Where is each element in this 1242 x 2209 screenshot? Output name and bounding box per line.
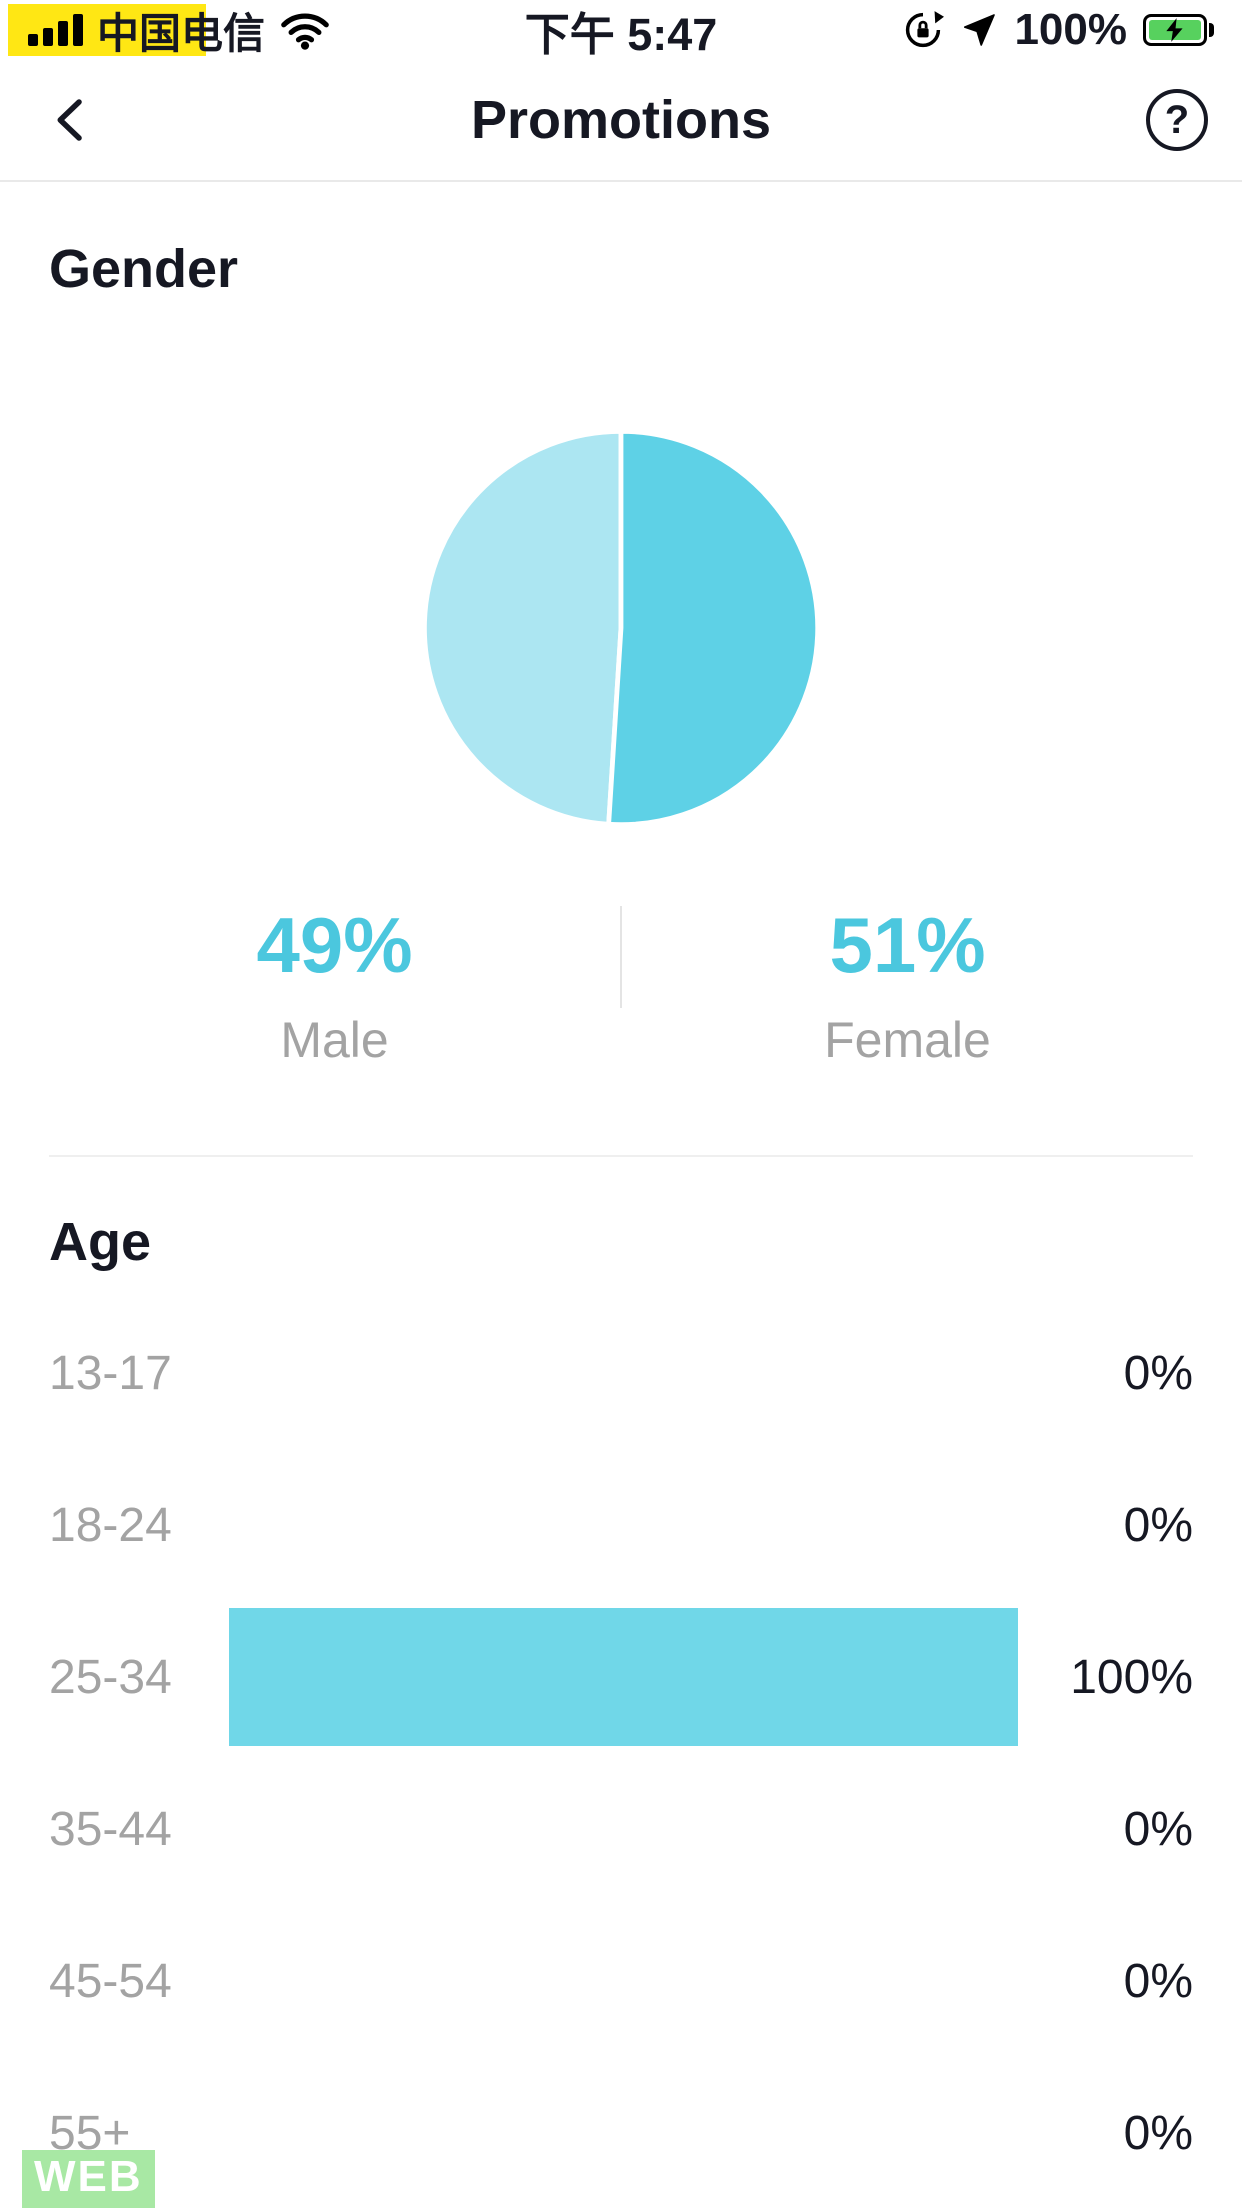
age-value: 0% xyxy=(1123,1802,1193,1856)
age-rows: 13-17 0% 18-24 0% 25-34 100% 35-44 0% 45… xyxy=(49,1297,1193,2209)
gender-pie-chart xyxy=(422,428,821,828)
yellow-highlight-marker xyxy=(8,4,206,56)
page-title: Promotions xyxy=(470,90,771,150)
female-stat: 51% Female xyxy=(622,900,1193,1069)
age-bar-track xyxy=(229,1912,1018,2050)
wifi-icon xyxy=(281,13,329,50)
chevron-left-icon xyxy=(57,99,82,141)
age-bar-track xyxy=(229,1760,1018,1898)
battery-percent-label: 100% xyxy=(1014,5,1127,54)
age-bar xyxy=(229,1608,1018,1746)
female-label: Female xyxy=(824,1012,991,1068)
age-value: 0% xyxy=(1123,2106,1193,2160)
gender-section-title: Gender xyxy=(49,239,239,299)
status-bar: 中国电信 下午 5:47 100% xyxy=(0,0,1242,60)
female-percent: 51% xyxy=(829,901,986,989)
gender-section: Gender 49% Male 51% Female xyxy=(0,182,1242,1069)
header: Promotions ? xyxy=(0,60,1242,182)
male-percent: 49% xyxy=(256,901,413,989)
question-mark-icon: ? xyxy=(1164,97,1190,142)
location-arrow-icon xyxy=(964,14,996,46)
age-value: 0% xyxy=(1123,1498,1193,1552)
age-label: 25-34 xyxy=(49,1650,172,1704)
section-divider xyxy=(49,1155,1193,1157)
male-stat: 49% Male xyxy=(49,900,620,1069)
help-button[interactable]: ? xyxy=(1146,89,1208,151)
age-value: 100% xyxy=(1070,1650,1193,1704)
age-bar-track xyxy=(229,1304,1018,1442)
age-label: 18-24 xyxy=(49,1498,172,1552)
age-bar-track xyxy=(229,2064,1018,2202)
status-bar-left: 中国电信 xyxy=(28,0,331,61)
clock: 下午 5:47 xyxy=(524,8,718,60)
age-value: 0% xyxy=(1123,1954,1193,2008)
gender-pie-wrap xyxy=(49,418,1193,838)
age-value: 0% xyxy=(1123,1346,1193,1400)
age-row: 55+ 0% xyxy=(49,2057,1193,2209)
gender-stats: 49% Male 51% Female xyxy=(49,900,1193,1069)
age-row: 45-54 0% xyxy=(49,1905,1193,2057)
watermark: WEB xyxy=(22,2150,155,2208)
cellular-signal-icon xyxy=(28,14,83,46)
age-bar-track xyxy=(229,1456,1018,1594)
carrier-label: 中国电信 xyxy=(97,9,266,57)
male-label: Male xyxy=(280,1012,389,1068)
age-row: 25-34 100% xyxy=(49,1601,1193,1753)
back-button[interactable] xyxy=(34,82,110,158)
age-label: 13-17 xyxy=(49,1346,172,1400)
age-label: 35-44 xyxy=(49,1802,172,1856)
rotation-lock-icon xyxy=(906,11,945,48)
age-section: Age 13-17 0% 18-24 0% 25-34 100% 35-44 0… xyxy=(0,1157,1242,2209)
status-bar-right: 100% xyxy=(902,5,1214,55)
age-row: 13-17 0% xyxy=(49,1297,1193,1449)
age-label: 45-54 xyxy=(49,1954,172,2008)
age-section-title: Age xyxy=(49,1212,152,1272)
age-row: 35-44 0% xyxy=(49,1753,1193,1905)
battery-charging-icon xyxy=(1143,14,1214,46)
age-bar-track xyxy=(229,1608,1018,1746)
stat-divider xyxy=(620,906,622,1008)
age-row: 18-24 0% xyxy=(49,1449,1193,1601)
